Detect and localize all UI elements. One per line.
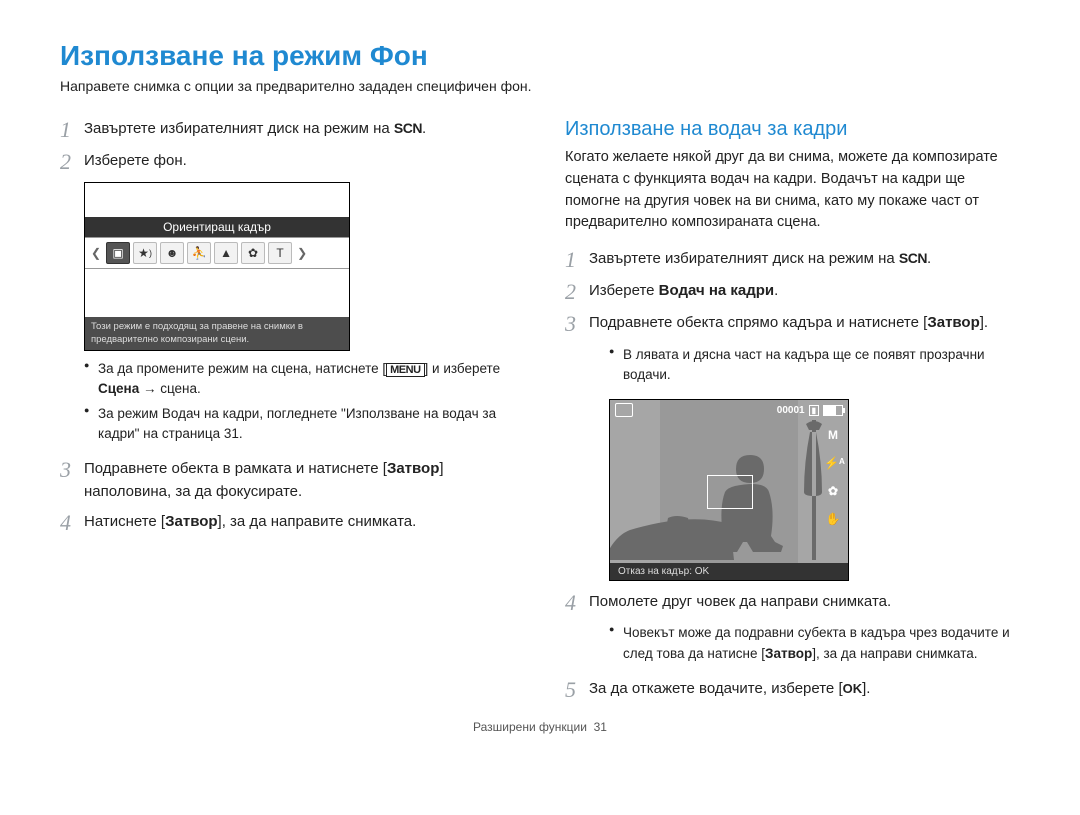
r-step-2: 2 Изберете Водач на кадри.: [565, 280, 1020, 304]
r-step-5: 5 За да откажете водачите, изберете [OK]…: [565, 678, 1020, 702]
scn-icon: SCN: [394, 120, 422, 136]
guide-top-bar: 00001 ▮: [615, 403, 843, 417]
focus-frame: [707, 475, 753, 509]
step-number: 2: [60, 150, 84, 174]
step-2: 2 Изберете фон.: [60, 150, 515, 174]
page-title: Използване на режим Фон: [60, 40, 1020, 72]
text-icon: T: [268, 242, 292, 264]
step-number: 1: [565, 248, 589, 272]
quality-icon: ▮: [809, 405, 819, 416]
night-icon: ★): [133, 242, 157, 264]
note-text: ] и изберете: [425, 361, 501, 376]
chevron-left-icon: ❮: [89, 246, 103, 260]
r-step-3-text: ].: [980, 314, 988, 331]
r-step-2-text: .: [774, 282, 778, 299]
step-2-text: Изберете фон.: [84, 150, 515, 174]
step-1-text: Завъртете избирателният диск на режим на: [84, 120, 394, 137]
step-number: 5: [565, 678, 589, 702]
shutter-label: Затвор: [387, 460, 439, 477]
step-3: 3 Подравнете обекта в рамката и натиснет…: [60, 458, 515, 503]
step-number: 3: [60, 458, 84, 503]
page-number: 31: [594, 720, 607, 734]
step-1: 1 Завъртете избирателният диск на режим …: [60, 118, 515, 142]
r-step-5-text: За да откажете водачите, изберете [: [589, 680, 843, 697]
section-intro: Когато желаете някой друг да ви снима, м…: [565, 147, 1020, 234]
portrait-icon: ☻: [160, 242, 184, 264]
flash-auto-icon: ⚡ᴬ: [824, 456, 842, 472]
notes-list: Човекът може да подравни субекта в кадър…: [609, 623, 1020, 664]
section-heading: Използване на водач за кадри: [565, 118, 1020, 141]
step-number: 4: [565, 591, 589, 615]
guide-bottom-bar: Отказ на кадър: OK: [610, 563, 848, 580]
r-step-4-text: Помолете друг човек да направи снимката.: [589, 591, 1020, 615]
r-step-5-text: ].: [862, 680, 870, 697]
shutter-label: Затвор: [165, 513, 217, 530]
note-text: ], за да направи снимката.: [812, 646, 977, 661]
note-text: За да промените режим на сцена, натиснет…: [98, 361, 386, 376]
r-step-4: 4 Помолете друг човек да направи снимкат…: [565, 591, 1020, 615]
note-item: За да промените режим на сцена, натиснет…: [84, 359, 515, 400]
scn-icon: SCN: [899, 250, 927, 266]
camera-icon: [615, 403, 633, 417]
content-columns: 1 Завъртете избирателният диск на режим …: [60, 118, 1020, 710]
size-m-icon: M: [824, 428, 842, 444]
note-item: Човекът може да подравни субекта в кадър…: [609, 623, 1020, 664]
step-4: 4 Натиснете [Затвор], за да направите сн…: [60, 511, 515, 535]
menu-button-label: MENU: [386, 363, 424, 377]
scene-label: Сцена: [98, 381, 139, 396]
macro-icon: ✿: [824, 484, 842, 500]
page-footer: Разширени функции 31: [60, 720, 1020, 734]
r-step-3: 3 Подравнете обекта спрямо кадъра и нати…: [565, 312, 1020, 336]
note-text: → сцена.: [139, 381, 201, 396]
r-step-1-text: Завъртете избирателният диск на режим на: [589, 250, 899, 267]
r-step-2-text: Изберете: [589, 282, 659, 299]
step-number: 2: [565, 280, 589, 304]
left-column: 1 Завъртете избирателният диск на режим …: [60, 118, 515, 710]
step-4-text: ], за да направите снимката.: [218, 513, 417, 530]
footer-section: Разширени функции: [473, 720, 587, 734]
shutter-label: Затвор: [927, 314, 979, 331]
shot-counter: 00001: [777, 405, 805, 416]
lcd-description: Този режим е подходящ за правене на сним…: [85, 317, 349, 350]
step-4-text: Натиснете [: [84, 513, 165, 530]
page-subtitle: Направете снимка с опции за предварителн…: [60, 78, 1020, 94]
step-number: 4: [60, 511, 84, 535]
r-step-3-text: Подравнете обекта спрямо кадъра и натисн…: [589, 314, 927, 331]
shutter-label: Затвор: [765, 646, 812, 661]
right-column: Използване на водач за кадри Когато жела…: [565, 118, 1020, 710]
step-3-text: Подравнете обекта в рамката и натиснете …: [84, 460, 387, 477]
frame-guide-label: Водач на кадри: [659, 282, 775, 299]
landscape-icon: ▲: [214, 242, 238, 264]
closeup-icon: ✿: [241, 242, 265, 264]
stabilizer-icon: ✋: [824, 512, 842, 528]
note-item: В лявата и дясна част на кадъра ще се по…: [609, 345, 1020, 386]
note-item: За режим Водач на кадри, погледнете "Изп…: [84, 404, 515, 445]
lcd-mode-label: Ориентиращ кадър: [85, 217, 349, 237]
guide-side-icons: M ⚡ᴬ ✿ ✋: [824, 428, 842, 528]
notes-list: В лявата и дясна част на кадъра ще се по…: [609, 345, 1020, 386]
lcd-preview: Ориентиращ кадър ❮ ▣ ★) ☻ ⛹ ▲ ✿ T ❯ Този…: [84, 182, 350, 351]
lcd-mid-blank: [85, 269, 349, 317]
guide-lcd-preview: 00001 ▮ M ⚡ᴬ ✿ ✋ Отказ на кадър: OK: [609, 399, 849, 581]
battery-icon: [823, 405, 843, 416]
children-icon: ⛹: [187, 242, 211, 264]
notes-list: За да промените режим на сцена, натиснет…: [84, 359, 515, 444]
step-number: 1: [60, 118, 84, 142]
lcd-icon-row: ❮ ▣ ★) ☻ ⛹ ▲ ✿ T ❯: [85, 237, 349, 269]
r-step-1: 1 Завъртете избирателният диск на режим …: [565, 248, 1020, 272]
lcd-top-blank: [85, 183, 349, 217]
frame-guide-icon: ▣: [106, 242, 130, 264]
step-number: 3: [565, 312, 589, 336]
chevron-right-icon: ❯: [295, 246, 309, 260]
ok-button-label: OK: [843, 681, 863, 696]
